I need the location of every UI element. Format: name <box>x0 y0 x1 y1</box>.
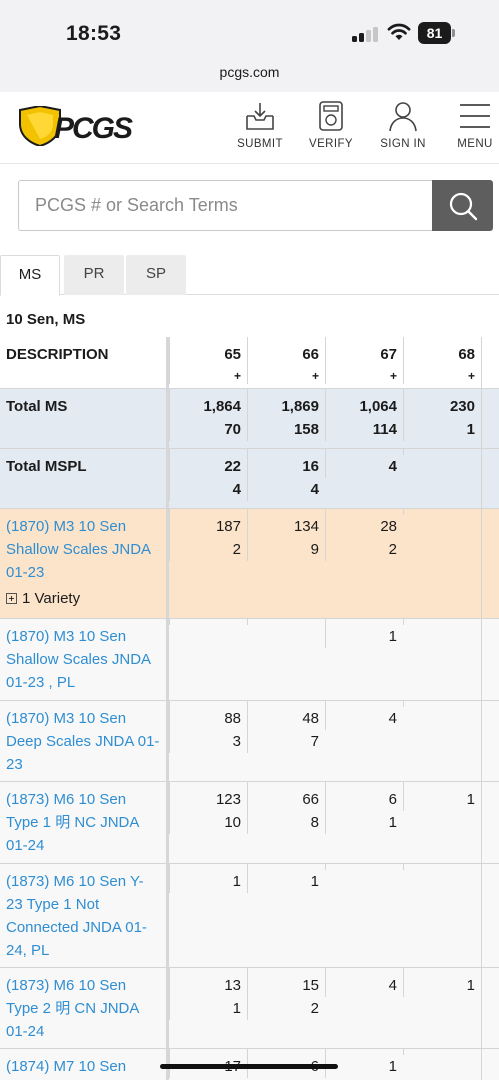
cell-66[interactable]: 134 9 <box>247 509 325 561</box>
column-header-66[interactable]: 66 + <box>247 337 325 384</box>
column-header-67[interactable]: 67 + <box>325 337 403 384</box>
cell-68[interactable] <box>403 864 481 870</box>
tab-pr[interactable]: PR <box>64 255 124 295</box>
search-input[interactable] <box>18 180 433 231</box>
battery-level: 81 <box>418 22 451 44</box>
pcgs-logo[interactable]: PCGS <box>16 106 136 146</box>
cell-68[interactable] <box>403 1049 481 1055</box>
cell-65[interactable]: 123 10 <box>169 782 247 834</box>
cell-67[interactable]: 1,064 114 <box>325 389 403 441</box>
submit-tray-icon <box>246 103 274 130</box>
cell-68[interactable] <box>403 509 481 515</box>
cell-65[interactable]: 13 1 <box>169 968 247 1020</box>
cell-68[interactable]: 230 1 <box>403 389 481 441</box>
row-description: Total MS <box>6 398 68 415</box>
column-header-65[interactable]: 65 + <box>169 337 247 384</box>
cell-68[interactable]: 1 <box>403 968 481 997</box>
cellular-signal-icon <box>352 26 378 42</box>
section-title: 10 Sen, MS <box>6 311 86 328</box>
cell-66[interactable]: 66 8 <box>247 782 325 834</box>
row-description: (1870) M3 10 Sen Shallow Scales JNDA 01-… <box>0 509 166 584</box>
expand-plus-icon <box>6 593 17 604</box>
table-row-total-mspl: Total MSPL 22 4 16 4 4 <box>0 449 499 509</box>
sign-in-label: SIGN IN <box>380 138 426 150</box>
cell-67[interactable]: 4 <box>325 968 403 997</box>
table-row: (1870) M3 10 Sen Shallow Scales JNDA 01-… <box>0 509 499 619</box>
column-header-description: DESCRIPTION <box>6 346 109 363</box>
cell-66[interactable]: 1,869 158 <box>247 389 325 441</box>
cell-67[interactable]: 28 2 <box>325 509 403 561</box>
cell-67[interactable]: 1 <box>325 619 403 648</box>
row-description: (1873) M6 10 Sen Type 1 明 NC JNDA 01-24 <box>0 782 166 857</box>
cell-65[interactable] <box>169 619 247 625</box>
verify-label: VERIFY <box>309 138 353 150</box>
table-row: (1873) M6 10 Sen Type 1 明 NC JNDA 01-24 … <box>0 782 499 864</box>
submit-label: SUBMIT <box>237 138 283 150</box>
cell-66[interactable]: 15 2 <box>247 968 325 1020</box>
coin-link[interactable]: (1873) M6 10 Sen Type 1 明 NC JNDA 01-24 <box>6 791 139 854</box>
cell-67[interactable] <box>325 864 403 870</box>
home-indicator[interactable] <box>160 1064 338 1069</box>
table-row: (1870) M3 10 Sen Shallow Scales JNDA 01-… <box>0 619 499 701</box>
row-description: (1873) M6 10 Sen Y-23 Type 1 Not Connect… <box>0 864 166 962</box>
cell-66[interactable]: 16 4 <box>247 449 325 501</box>
variety-toggle[interactable]: 1 Variety <box>6 590 80 607</box>
search-bar <box>18 180 494 231</box>
cell-67[interactable]: 4 <box>325 449 403 478</box>
cell-65[interactable]: 22 4 <box>169 449 247 501</box>
tab-sp[interactable]: SP <box>126 255 186 295</box>
table-header-row: DESCRIPTION 65 + 66 + 67 + 68 + <box>0 337 499 389</box>
coin-link[interactable]: (1870) M3 10 Sen Shallow Scales JNDA 01-… <box>6 518 151 581</box>
cell-68[interactable]: 1 <box>403 782 481 811</box>
table-row: (1873) M6 10 Sen Type 2 明 CN JNDA 01-24 … <box>0 968 499 1049</box>
address-bar-url[interactable]: pcgs.com <box>219 64 280 80</box>
column-header-68[interactable]: 68 + <box>403 337 481 384</box>
cell-68[interactable] <box>403 449 481 455</box>
table-row: (1873) M6 10 Sen Y-23 Type 1 Not Connect… <box>0 864 499 968</box>
row-description: (1874) M7 10 Sen <box>0 1049 166 1078</box>
verify-slab-icon <box>319 101 343 131</box>
verify-button[interactable]: VERIFY <box>296 100 366 160</box>
cell-68[interactable] <box>403 701 481 707</box>
coin-link[interactable]: (1870) M3 10 Sen Shallow Scales JNDA 01-… <box>6 628 151 691</box>
wifi-icon <box>387 23 411 40</box>
table-right-border <box>481 337 482 1080</box>
battery-icon: 81 <box>418 22 456 44</box>
cell-65[interactable]: 1,864 70 <box>169 389 247 441</box>
tab-ms[interactable]: MS <box>0 255 60 296</box>
menu-button[interactable]: MENU <box>440 100 499 160</box>
hamburger-menu-icon <box>460 104 490 128</box>
coin-link[interactable]: (1873) M6 10 Sen Type 2 明 CN JNDA 01-24 <box>6 977 139 1040</box>
cell-67[interactable]: 1 <box>325 1049 403 1078</box>
cell-66[interactable]: 48 7 <box>247 701 325 753</box>
cell-66[interactable] <box>247 619 325 625</box>
menu-label: MENU <box>457 138 493 150</box>
submit-button[interactable]: SUBMIT <box>225 100 295 160</box>
status-time: 18:53 <box>66 22 122 45</box>
cell-67[interactable]: 4 <box>325 701 403 730</box>
sign-in-button[interactable]: SIGN IN <box>368 100 438 160</box>
user-icon <box>389 102 417 132</box>
cell-68[interactable] <box>403 619 481 625</box>
row-description: (1873) M6 10 Sen Type 2 明 CN JNDA 01-24 <box>0 968 166 1043</box>
table-row-total-ms: Total MS 1,864 70 1,869 158 1,064 114 230 1 <box>0 389 499 449</box>
search-icon <box>449 192 478 221</box>
coin-link[interactable]: (1874) M7 10 Sen <box>6 1058 127 1075</box>
cell-66[interactable]: 1 <box>247 864 325 893</box>
grade-tabs: MS PR SP <box>0 255 499 296</box>
cell-65[interactable]: 88 3 <box>169 701 247 753</box>
coin-link[interactable]: (1873) M6 10 Sen Y-23 Type 1 Not Connect… <box>6 873 147 959</box>
row-description: Total MSPL <box>6 458 87 475</box>
cell-65[interactable]: 1 <box>169 864 247 893</box>
coin-link[interactable]: (1870) M3 10 Sen Deep Scales JNDA 01-23 <box>6 710 160 773</box>
status-bar: 18:53 81 pcgs.com <box>0 0 499 92</box>
logo-text: PCGS <box>54 112 133 145</box>
table-row: (1870) M3 10 Sen Deep Scales JNDA 01-23 … <box>0 701 499 782</box>
site-header: PCGS SUBMIT VERIFY SIGN IN MENU <box>0 92 499 164</box>
search-button[interactable] <box>432 180 493 231</box>
row-description: (1870) M3 10 Sen Shallow Scales JNDA 01-… <box>0 619 166 694</box>
row-description: (1870) M3 10 Sen Deep Scales JNDA 01-23 <box>0 701 166 776</box>
cell-65[interactable]: 187 2 <box>169 509 247 561</box>
